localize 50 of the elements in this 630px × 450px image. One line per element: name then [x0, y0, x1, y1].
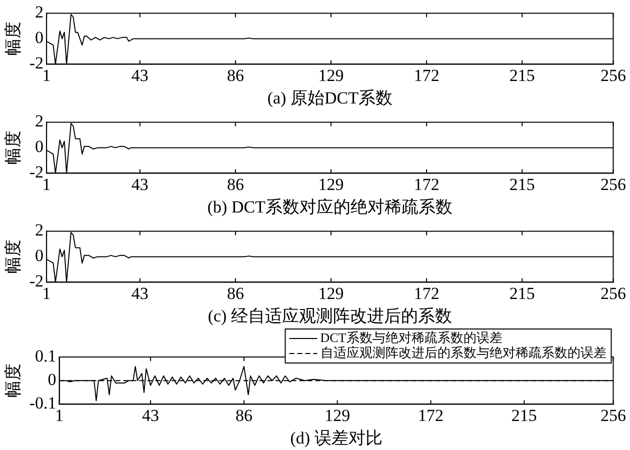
- x-tick-label: 1: [42, 66, 51, 85]
- x-tick-label: 86: [235, 406, 252, 425]
- legend-label: 自适应观测阵改进后的系数与绝对稀疏系数的误差: [320, 344, 606, 360]
- x-tick-label: 129: [318, 174, 344, 194]
- y-tick-label: 0: [35, 137, 44, 156]
- y-tick-label: 0: [35, 246, 44, 266]
- y-axis-title: 幅度: [4, 130, 23, 165]
- x-tick-label: 1: [55, 406, 64, 425]
- legend-label: DCT系数与绝对稀疏系数的误差: [320, 330, 502, 345]
- x-axis-title: (c) 经自适应观测阵改进后的系数: [208, 306, 452, 326]
- x-tick-label: 215: [511, 406, 537, 425]
- x-tick-label: 256: [600, 66, 626, 85]
- y-axis-title: 幅度: [4, 22, 23, 56]
- y-tick-label: 2: [35, 112, 44, 131]
- x-axis-title: (a) 原始DCT系数: [267, 88, 392, 108]
- y-tick-label: 0: [48, 370, 56, 390]
- x-tick-label: 43: [131, 174, 148, 194]
- x-tick-label: 172: [414, 174, 440, 194]
- x-tick-label: 256: [600, 284, 626, 303]
- y-tick-label: -2: [29, 272, 44, 291]
- x-tick-label: 172: [414, 284, 440, 303]
- y-tick-label: -2: [29, 54, 44, 73]
- x-axis-title: (b) DCT系数对应的绝对稀疏系数: [207, 197, 452, 216]
- x-tick-label: 256: [600, 406, 626, 425]
- y-tick-label: 0: [35, 28, 44, 48]
- x-tick-label: 172: [414, 66, 440, 85]
- x-tick-label: 256: [600, 174, 626, 194]
- y-tick-label: 2: [35, 220, 44, 240]
- x-tick-label: 129: [324, 406, 350, 425]
- x-tick-label: 43: [131, 284, 148, 303]
- x-tick-label: 129: [318, 66, 344, 85]
- x-tick-label: 86: [226, 284, 244, 303]
- x-tick-label: 1: [42, 174, 51, 194]
- x-tick-label: 129: [318, 284, 344, 303]
- x-tick-label: 215: [509, 66, 535, 85]
- x-tick-label: 43: [142, 406, 160, 425]
- x-tick-label: 43: [131, 66, 148, 85]
- x-tick-label: 86: [226, 174, 244, 194]
- y-tick-label: -0.1: [29, 394, 56, 413]
- x-axis-title: (d) 误差对比: [290, 428, 382, 448]
- x-tick-label: 1: [42, 284, 51, 303]
- y-axis-title: 幅度: [4, 240, 23, 274]
- x-tick-label: 215: [509, 284, 535, 303]
- y-tick-label: -2: [29, 162, 44, 182]
- y-tick-label: 2: [35, 2, 44, 22]
- x-tick-label: 172: [418, 406, 444, 425]
- x-tick-label: 86: [226, 66, 244, 85]
- y-axis-title: 幅度: [4, 364, 23, 398]
- y-tick-label: 0.1: [35, 346, 56, 366]
- x-tick-label: 215: [509, 174, 535, 194]
